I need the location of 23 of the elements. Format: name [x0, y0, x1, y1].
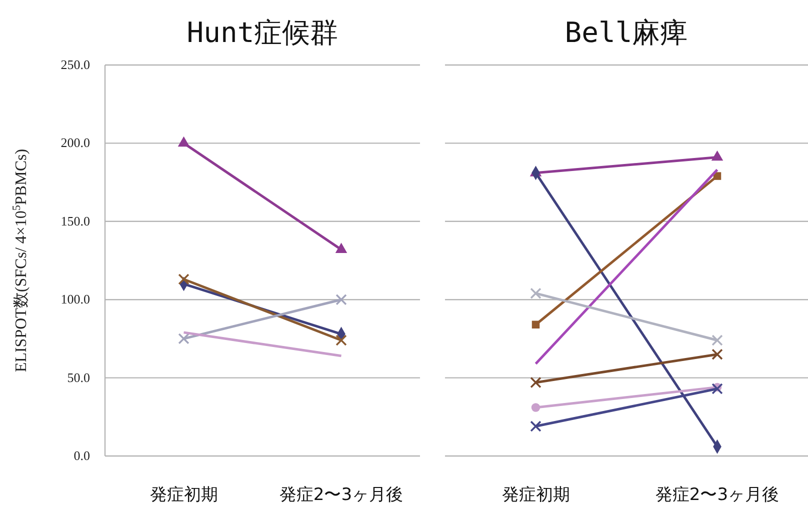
point: [713, 172, 722, 180]
y-tick-label: 150.0: [60, 213, 90, 228]
x-tick-label: 発症2〜3ヶ月後: [655, 485, 780, 505]
y-tick-label: 100.0: [60, 292, 90, 307]
point: [178, 333, 190, 344]
point: [712, 334, 723, 346]
x-tick-label: 発症2〜3ヶ月後: [279, 485, 404, 505]
y-tick-label: 50.0: [67, 370, 90, 385]
y-tick-label: 0.0: [74, 448, 90, 463]
point: [530, 288, 542, 299]
x-tick-label: 発症初期: [150, 485, 218, 505]
point: [531, 403, 540, 412]
y-tick-label: 250.0: [60, 57, 90, 72]
point: [532, 320, 540, 328]
y-tick-label: 200.0: [60, 135, 90, 150]
point: [712, 383, 723, 394]
point: [712, 348, 723, 360]
point: [530, 376, 542, 388]
x-tick-label: 発症初期: [502, 485, 570, 505]
chart-title: Bell麻痺: [564, 16, 688, 49]
point: [530, 420, 542, 432]
point: [336, 294, 347, 306]
chart-title: Hunt症候群: [186, 16, 338, 49]
